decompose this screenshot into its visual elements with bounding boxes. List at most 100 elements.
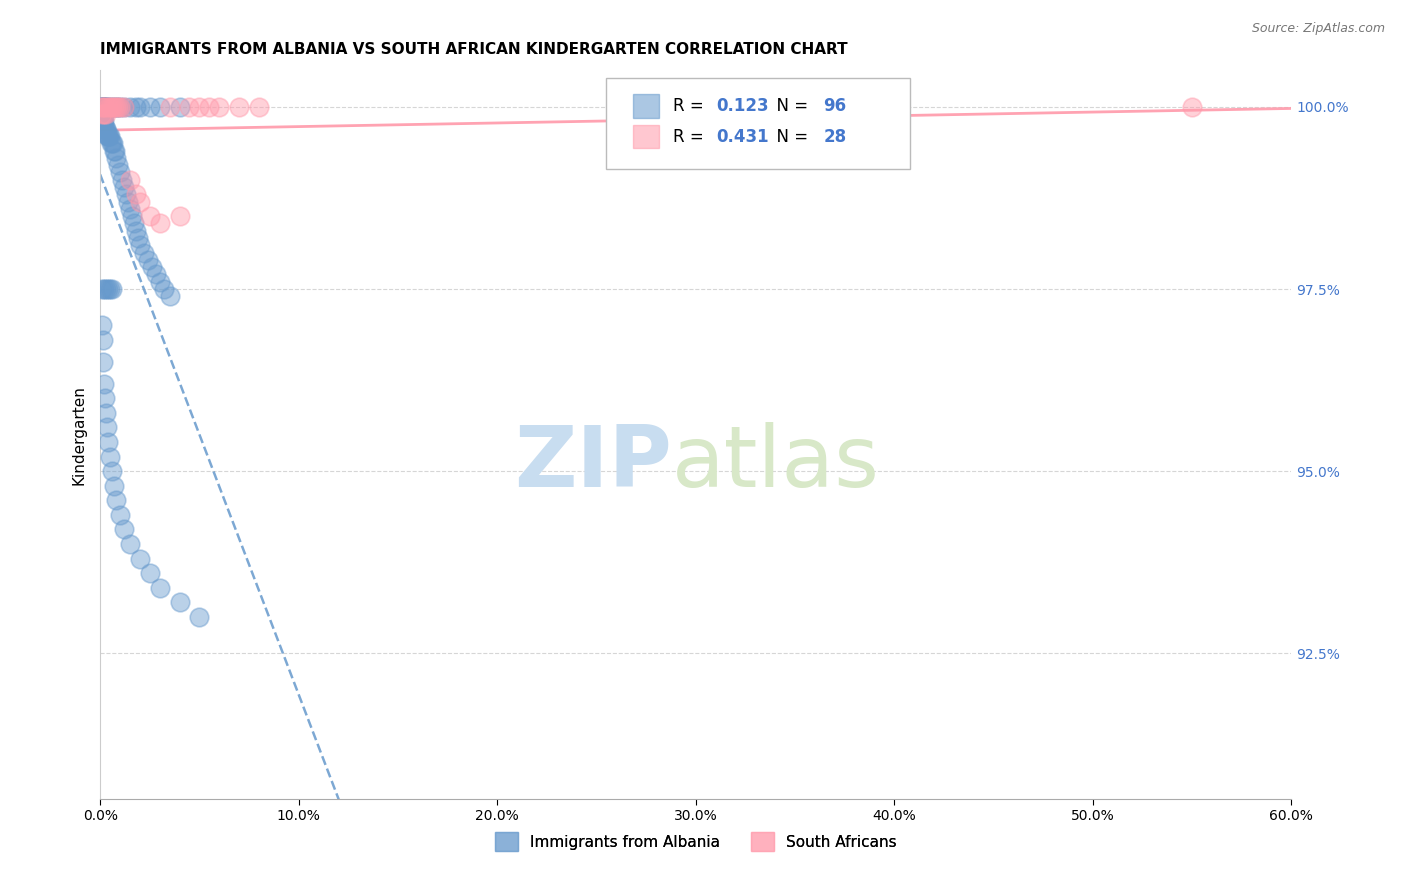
Point bbox=[91, 107, 114, 121]
Point bbox=[91, 114, 114, 128]
Point bbox=[105, 493, 128, 508]
Point bbox=[125, 224, 148, 238]
Point bbox=[93, 376, 115, 391]
Point bbox=[93, 114, 115, 128]
Point bbox=[145, 268, 167, 282]
Point bbox=[91, 114, 114, 128]
Point bbox=[169, 595, 191, 609]
Point bbox=[136, 252, 159, 267]
Point bbox=[90, 100, 112, 114]
Point bbox=[98, 282, 121, 296]
Point bbox=[117, 194, 139, 209]
Point bbox=[107, 158, 129, 172]
Point bbox=[103, 100, 125, 114]
Point bbox=[91, 107, 114, 121]
Point bbox=[93, 100, 115, 114]
Y-axis label: Kindergarten: Kindergarten bbox=[72, 384, 86, 484]
Point bbox=[103, 144, 125, 158]
Point bbox=[97, 100, 120, 114]
Point bbox=[125, 187, 148, 202]
Point bbox=[91, 318, 114, 333]
Point bbox=[159, 100, 181, 114]
Point bbox=[91, 107, 114, 121]
Point bbox=[179, 100, 201, 114]
Point bbox=[91, 282, 114, 296]
Point bbox=[93, 107, 115, 121]
Point bbox=[94, 121, 117, 136]
Point bbox=[105, 151, 128, 165]
Point bbox=[91, 100, 114, 114]
Point bbox=[107, 100, 129, 114]
Point bbox=[128, 194, 150, 209]
Point bbox=[94, 107, 117, 121]
Point bbox=[94, 406, 117, 420]
Point bbox=[91, 100, 114, 114]
Point bbox=[169, 100, 191, 114]
Point bbox=[94, 282, 117, 296]
Text: atlas: atlas bbox=[672, 423, 880, 506]
Point bbox=[98, 100, 121, 114]
Point bbox=[208, 100, 231, 114]
Point bbox=[93, 121, 115, 136]
FancyBboxPatch shape bbox=[606, 78, 910, 169]
Point bbox=[96, 420, 118, 434]
Point bbox=[247, 100, 270, 114]
Point bbox=[149, 100, 172, 114]
Text: R =: R = bbox=[673, 128, 709, 145]
Point bbox=[125, 100, 148, 114]
Point bbox=[97, 128, 120, 143]
Point bbox=[97, 128, 120, 143]
Point bbox=[111, 172, 134, 186]
Point bbox=[128, 238, 150, 252]
Text: ZIP: ZIP bbox=[515, 423, 672, 506]
Point bbox=[118, 100, 141, 114]
Point bbox=[93, 282, 115, 296]
Point bbox=[108, 508, 131, 522]
Point bbox=[94, 100, 117, 114]
Point bbox=[188, 100, 211, 114]
Point bbox=[139, 566, 162, 581]
Point bbox=[90, 100, 112, 114]
Point bbox=[115, 187, 138, 202]
Text: 96: 96 bbox=[823, 97, 846, 115]
Legend: Immigrants from Albania, South Africans: Immigrants from Albania, South Africans bbox=[489, 826, 903, 857]
Text: Source: ZipAtlas.com: Source: ZipAtlas.com bbox=[1251, 22, 1385, 36]
Point bbox=[93, 121, 115, 136]
Point bbox=[101, 136, 124, 151]
Point bbox=[103, 479, 125, 493]
Point bbox=[93, 107, 115, 121]
FancyBboxPatch shape bbox=[633, 125, 659, 148]
Point bbox=[100, 136, 122, 151]
Point bbox=[228, 100, 250, 114]
Point bbox=[139, 100, 162, 114]
Point bbox=[90, 114, 112, 128]
Point bbox=[91, 107, 114, 121]
Point bbox=[98, 128, 121, 143]
Point bbox=[98, 100, 121, 114]
Point bbox=[101, 136, 124, 151]
Point bbox=[112, 100, 135, 114]
Point bbox=[91, 114, 114, 128]
Point bbox=[118, 537, 141, 551]
Point bbox=[98, 450, 121, 464]
Point bbox=[132, 245, 155, 260]
Text: 0.123: 0.123 bbox=[716, 97, 769, 115]
Point bbox=[188, 610, 211, 624]
Point bbox=[91, 355, 114, 369]
Point bbox=[152, 282, 174, 296]
Point bbox=[96, 100, 118, 114]
Point bbox=[91, 100, 114, 114]
Point bbox=[108, 165, 131, 179]
Text: N =: N = bbox=[766, 128, 814, 145]
Text: IMMIGRANTS FROM ALBANIA VS SOUTH AFRICAN KINDERGARTEN CORRELATION CHART: IMMIGRANTS FROM ALBANIA VS SOUTH AFRICAN… bbox=[100, 42, 848, 57]
Point bbox=[128, 551, 150, 566]
Point bbox=[91, 100, 114, 114]
Point bbox=[1181, 100, 1204, 114]
Point bbox=[118, 172, 141, 186]
Point bbox=[91, 100, 114, 114]
Point bbox=[101, 100, 124, 114]
Point bbox=[149, 581, 172, 595]
Point bbox=[108, 100, 131, 114]
Point bbox=[93, 100, 115, 114]
Point bbox=[169, 209, 191, 223]
